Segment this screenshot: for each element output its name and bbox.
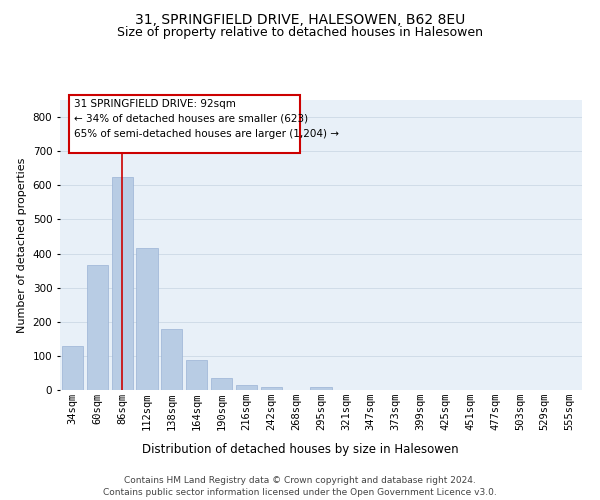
Bar xyxy=(62,346,83,390)
Bar xyxy=(310,386,332,390)
Bar xyxy=(161,330,182,390)
Bar xyxy=(87,266,108,390)
Text: Size of property relative to detached houses in Halesowen: Size of property relative to detached ho… xyxy=(117,26,483,39)
Bar xyxy=(236,385,257,390)
Bar xyxy=(261,388,282,390)
Text: Distribution of detached houses by size in Halesowen: Distribution of detached houses by size … xyxy=(142,442,458,456)
Bar xyxy=(211,378,232,390)
Bar xyxy=(112,178,133,390)
Text: 31 SPRINGFIELD DRIVE: 92sqm
← 34% of detached houses are smaller (623)
65% of se: 31 SPRINGFIELD DRIVE: 92sqm ← 34% of det… xyxy=(74,99,339,138)
Y-axis label: Number of detached properties: Number of detached properties xyxy=(17,158,27,332)
Bar xyxy=(186,360,207,390)
Text: 31, SPRINGFIELD DRIVE, HALESOWEN, B62 8EU: 31, SPRINGFIELD DRIVE, HALESOWEN, B62 8E… xyxy=(135,12,465,26)
Bar xyxy=(136,248,158,390)
Text: Contains HM Land Registry data © Crown copyright and database right 2024.
Contai: Contains HM Land Registry data © Crown c… xyxy=(103,476,497,497)
